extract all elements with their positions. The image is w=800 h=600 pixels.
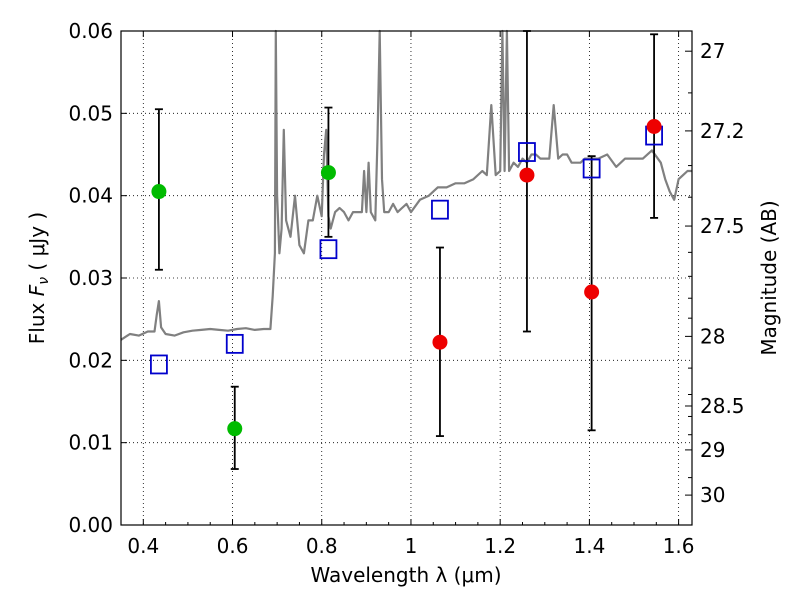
right-axis-label: Magnitude (AB) <box>757 200 781 355</box>
model-square-marker <box>225 333 244 354</box>
model-spectrum <box>120 29 692 341</box>
y-tick-label: 0.02 <box>68 348 113 372</box>
observed-point-marker <box>646 119 662 135</box>
observed-point-marker <box>519 167 535 183</box>
y-axis-label-prefix: Flux <box>25 296 49 344</box>
mag-tick-label: 28 <box>700 324 725 348</box>
model-square-marker <box>319 239 338 260</box>
x-tick-label: 0.8 <box>306 534 338 558</box>
y-axis-label-subscript: ν <box>36 277 52 285</box>
y-tick-label: 0.04 <box>68 184 113 208</box>
x-tick-label: 0.6 <box>217 534 249 558</box>
error-bars <box>154 30 659 470</box>
y-tick-label: 0.03 <box>68 266 113 290</box>
y-tick-label: 0.05 <box>68 101 113 125</box>
mag-tick-label: 28.5 <box>700 394 745 418</box>
x-tick-label: 1 <box>405 534 418 558</box>
plot-frame <box>120 30 693 526</box>
observed-point-marker <box>320 165 336 181</box>
x-tick-label: 1.6 <box>663 534 695 558</box>
model-square-marker <box>431 199 449 220</box>
mag-tick-label: 29 <box>700 438 725 462</box>
observed-point-marker <box>584 284 600 300</box>
y-axis-label-unit: ( μJy ) <box>25 212 49 277</box>
x-tick-label: 1.4 <box>573 534 605 558</box>
mag-tick-label: 30 <box>700 483 725 507</box>
observed-point-marker <box>151 184 167 200</box>
grid-lines <box>121 30 692 526</box>
tick-labels: 0.4 0.6 0.8 1 1.2 1.4 1.6 0.00 0.01 0.02 0.03 0.04 0… <box>68 19 744 558</box>
y-tick-label: 0.06 <box>68 19 113 43</box>
y-tick-label: 0.01 <box>68 431 113 455</box>
mag-tick-label: 27 <box>700 39 725 63</box>
x-tick-label: 0.4 <box>127 534 159 558</box>
x-axis-label: Wavelength λ (μm) <box>310 563 501 587</box>
y-tick-label: 0.00 <box>68 513 113 537</box>
model-square-marker <box>150 354 168 375</box>
model-square-marker <box>582 158 601 179</box>
y-axis-label: Flux Fν ( μJy ) <box>25 212 52 344</box>
y-axis-label-variable: F <box>25 284 49 296</box>
mag-tick-label: 27.5 <box>700 214 745 238</box>
x-tick-label: 1.2 <box>484 534 516 558</box>
axis-ticks <box>120 30 692 526</box>
data-markers <box>150 119 663 437</box>
mag-tick-label: 27.2 <box>700 119 745 143</box>
observed-point-marker <box>227 421 243 437</box>
model-square-marker <box>518 142 536 162</box>
observed-point-marker <box>432 334 448 350</box>
spectrum-line <box>120 29 692 341</box>
